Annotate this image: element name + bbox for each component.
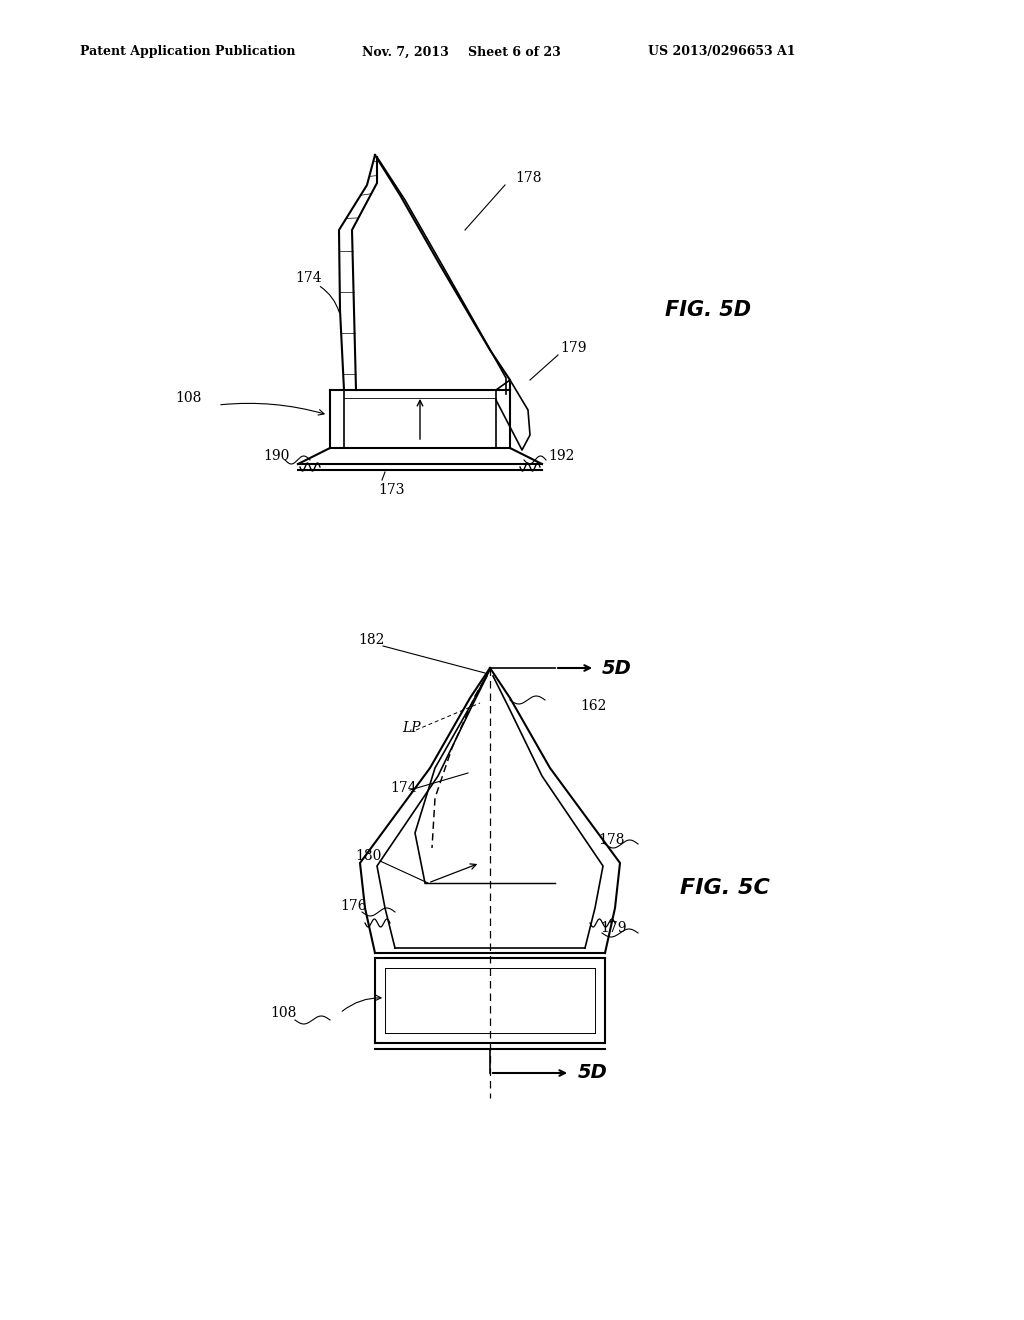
Text: 178: 178 <box>598 833 625 847</box>
Text: 5D: 5D <box>602 659 632 677</box>
Text: 162: 162 <box>580 700 606 713</box>
Text: LP: LP <box>402 721 421 735</box>
Text: Patent Application Publication: Patent Application Publication <box>80 45 296 58</box>
Text: 174: 174 <box>390 781 417 795</box>
Text: 179: 179 <box>600 921 627 935</box>
Text: 192: 192 <box>548 449 574 463</box>
Text: FIG. 5D: FIG. 5D <box>665 300 752 319</box>
Text: 178: 178 <box>515 172 542 185</box>
Text: 182: 182 <box>358 634 384 647</box>
Text: FIG. 5C: FIG. 5C <box>680 878 770 898</box>
Text: Sheet 6 of 23: Sheet 6 of 23 <box>468 45 561 58</box>
Text: 5D: 5D <box>578 1064 608 1082</box>
Text: 108: 108 <box>175 391 202 405</box>
Text: 108: 108 <box>270 1006 296 1020</box>
Text: 174: 174 <box>295 271 322 285</box>
Text: 180: 180 <box>355 849 381 863</box>
Text: 179: 179 <box>560 341 587 355</box>
Text: 190: 190 <box>263 449 290 463</box>
Text: US 2013/0296653 A1: US 2013/0296653 A1 <box>648 45 796 58</box>
Text: 173: 173 <box>378 483 404 498</box>
Text: Nov. 7, 2013: Nov. 7, 2013 <box>362 45 449 58</box>
Text: 176: 176 <box>340 899 367 913</box>
